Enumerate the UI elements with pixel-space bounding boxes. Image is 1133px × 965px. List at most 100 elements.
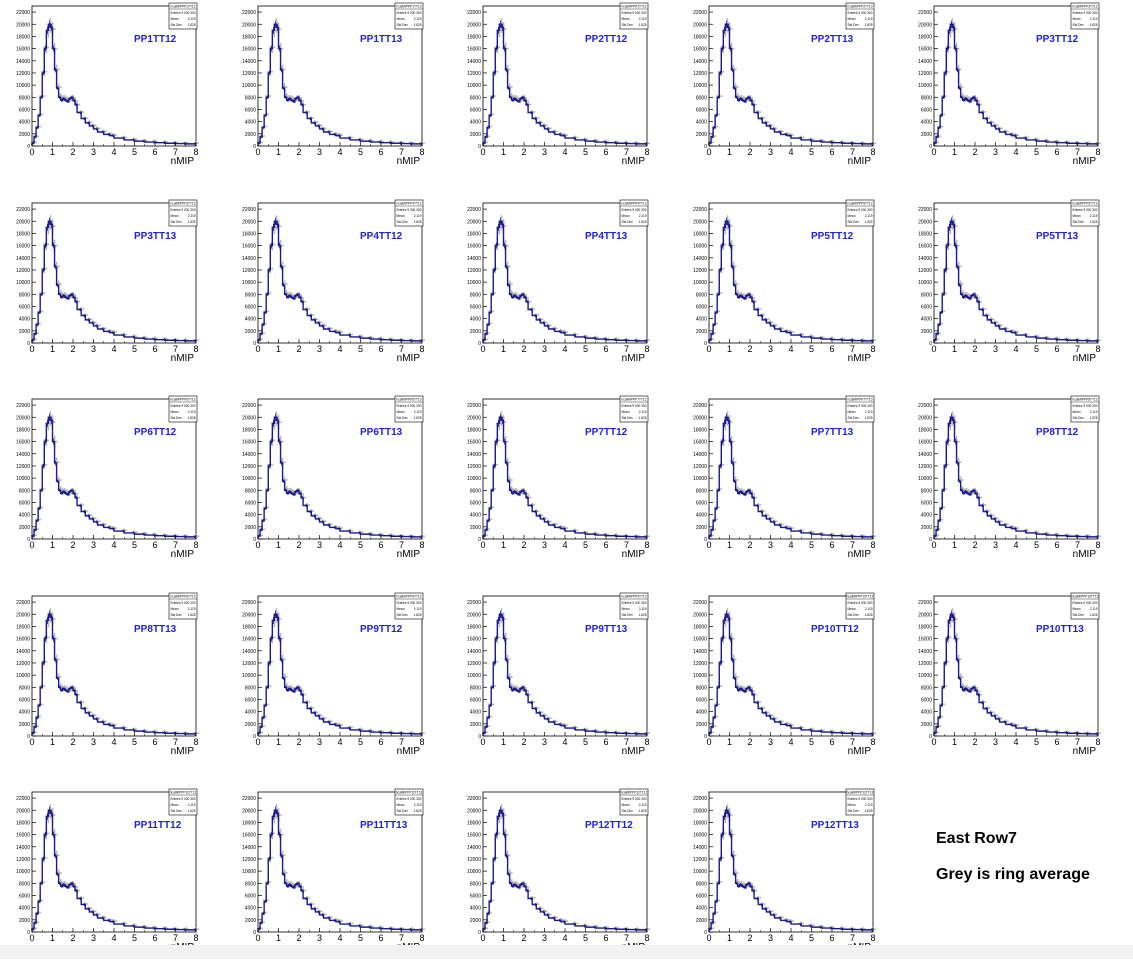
- svg-text:9 000 300: 9 000 300: [858, 404, 872, 408]
- x-tick-label: 0: [29, 737, 34, 747]
- x-tick-label: 5: [132, 147, 137, 157]
- y-tick-label: 18000: [693, 231, 707, 237]
- y-tick-label: 22000: [693, 796, 707, 802]
- svg-text:hcalMIPPP9TT12: hcalMIPPP9TT12: [397, 595, 422, 599]
- svg-text:2.119: 2.119: [414, 410, 422, 414]
- y-tick-label: 18000: [918, 624, 932, 630]
- svg-text:2.119: 2.119: [414, 17, 422, 21]
- y-tick-label: 4000: [245, 513, 256, 519]
- svg-text:Mean: Mean: [1073, 214, 1081, 218]
- y-tick-label: 8000: [19, 488, 30, 494]
- y-tick-label: 16000: [918, 47, 932, 53]
- y-tick-label: 16000: [16, 47, 30, 53]
- x-tick-label: 5: [583, 737, 588, 747]
- y-tick-label: 22000: [16, 207, 30, 213]
- svg-text:Mean: Mean: [397, 607, 405, 611]
- y-tick-label: 10000: [693, 869, 707, 875]
- y-tick-label: 4000: [19, 906, 30, 912]
- x-tick-label: 0: [480, 540, 485, 550]
- y-tick-label: 16000: [242, 47, 256, 53]
- x-tick-label: 0: [931, 737, 936, 747]
- y-tick-label: 0: [478, 144, 481, 150]
- svg-text:9 000 300: 9 000 300: [632, 404, 646, 408]
- x-tick-label: 8: [870, 933, 875, 943]
- y-tick-label: 18000: [467, 34, 481, 40]
- x-tick-label: 5: [358, 147, 363, 157]
- x-axis-label: nMIP: [171, 549, 195, 560]
- y-tick-label: 2000: [470, 525, 481, 531]
- x-tick-label: 0: [29, 147, 34, 157]
- row-note: East Row7: [936, 830, 1017, 848]
- x-tick-label: 1: [50, 933, 55, 943]
- svg-text:Entries: Entries: [622, 404, 632, 408]
- svg-text:1.825: 1.825: [414, 23, 422, 27]
- svg-text:Entries: Entries: [171, 601, 181, 605]
- y-tick-label: 10000: [242, 280, 256, 286]
- svg-text:9 000 300: 9 000 300: [632, 208, 646, 212]
- y-tick-label: 0: [27, 734, 30, 740]
- y-tick-label: 4000: [696, 906, 707, 912]
- svg-text:9 000 300: 9 000 300: [1083, 404, 1097, 408]
- y-tick-label: 6000: [19, 304, 30, 310]
- svg-text:Mean: Mean: [622, 17, 630, 21]
- svg-text:2.119: 2.119: [414, 607, 422, 611]
- y-tick-label: 12000: [467, 857, 481, 863]
- x-tick-label: 4: [1013, 147, 1018, 157]
- svg-text:1.825: 1.825: [639, 613, 647, 617]
- svg-text:Std Dev: Std Dev: [397, 23, 409, 27]
- svg-text:9 000 300: 9 000 300: [181, 601, 195, 605]
- svg-text:Mean: Mean: [1073, 17, 1081, 21]
- svg-text:Mean: Mean: [1073, 410, 1081, 414]
- x-tick-label: 4: [337, 737, 342, 747]
- svg-text:1.825: 1.825: [639, 23, 647, 27]
- x-tick-label: 8: [419, 737, 424, 747]
- svg-text:Entries: Entries: [622, 208, 632, 212]
- y-tick-label: 12000: [467, 661, 481, 667]
- svg-text:2.119: 2.119: [188, 803, 196, 807]
- x-tick-label: 6: [829, 540, 834, 550]
- y-tick-label: 18000: [16, 427, 30, 433]
- x-tick-label: 1: [276, 737, 281, 747]
- y-tick-label: 16000: [693, 637, 707, 643]
- x-tick-label: 4: [562, 147, 567, 157]
- x-tick-label: 5: [132, 540, 137, 550]
- svg-text:hcalMIPPP8TT12: hcalMIPPP8TT12: [1073, 398, 1098, 402]
- y-tick-label: 14000: [693, 649, 707, 655]
- svg-text:1.825: 1.825: [1090, 613, 1098, 617]
- y-tick-label: 18000: [467, 820, 481, 826]
- y-tick-label: 20000: [467, 415, 481, 421]
- y-tick-label: 6000: [696, 500, 707, 506]
- x-tick-label: 8: [1095, 344, 1100, 354]
- y-tick-label: 20000: [242, 22, 256, 28]
- y-tick-label: 22000: [16, 600, 30, 606]
- y-tick-label: 2000: [470, 722, 481, 728]
- y-tick-label: 10000: [918, 280, 932, 286]
- y-tick-label: 8000: [245, 95, 256, 101]
- y-tick-label: 0: [253, 930, 256, 936]
- svg-text:Std Dev: Std Dev: [848, 220, 860, 224]
- x-tick-label: 6: [1054, 147, 1059, 157]
- x-tick-label: 0: [706, 737, 711, 747]
- svg-text:Mean: Mean: [622, 214, 630, 218]
- x-tick-label: 5: [583, 344, 588, 354]
- x-tick-label: 3: [91, 344, 96, 354]
- svg-text:2.119: 2.119: [414, 214, 422, 218]
- y-tick-label: 16000: [467, 440, 481, 446]
- panel-title: PP4TT13: [585, 231, 628, 242]
- y-tick-label: 22000: [467, 796, 481, 802]
- x-tick-label: 0: [29, 344, 34, 354]
